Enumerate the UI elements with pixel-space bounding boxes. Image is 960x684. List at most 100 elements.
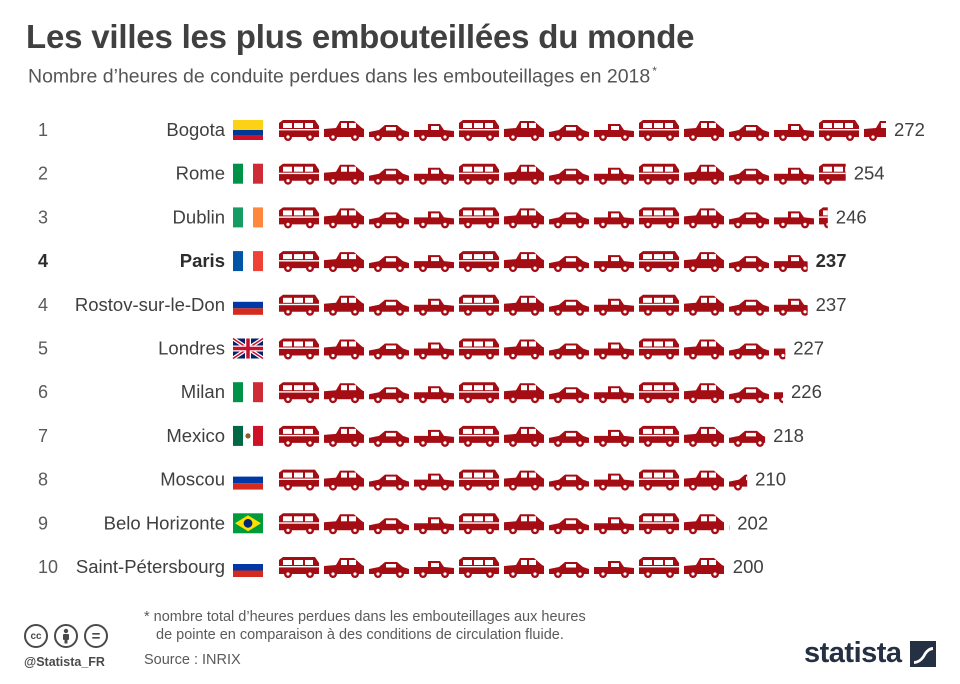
car-icon xyxy=(549,212,589,229)
car-icon xyxy=(549,474,589,491)
car-icon xyxy=(549,168,589,185)
car-icon xyxy=(414,473,454,491)
car-icon xyxy=(637,469,681,491)
attribution-icon[interactable] xyxy=(54,624,78,648)
car-icon xyxy=(504,208,544,229)
subtitle-text: Nombre d’heures de conduite perdues dans… xyxy=(28,65,651,88)
car-icon xyxy=(414,386,454,404)
city-label: Moscou xyxy=(160,469,225,490)
car-icon xyxy=(369,343,409,360)
chart-row: 9 Belo Horizonte 202 xyxy=(38,512,768,535)
car-icon xyxy=(369,430,409,447)
car-icon xyxy=(684,208,724,229)
car-icon xyxy=(637,513,681,535)
car-icon xyxy=(457,425,501,447)
car-icon xyxy=(277,513,321,535)
car-icon xyxy=(414,211,454,229)
value-label: 200 xyxy=(733,556,764,577)
car-icon xyxy=(774,255,808,273)
car-icon xyxy=(277,338,321,360)
flag-icon xyxy=(233,207,263,228)
car-icon xyxy=(414,167,454,185)
car-icon xyxy=(504,252,544,273)
car-icon xyxy=(414,561,454,578)
car-icon xyxy=(594,211,634,229)
car-icon xyxy=(324,121,364,141)
chart-row: 4 Rostov-sur-le-Don 237 xyxy=(38,294,847,316)
car-bar xyxy=(277,294,808,316)
car-icon xyxy=(637,294,681,316)
chart-row: 10 Saint-Pétersbourg 200 xyxy=(38,556,764,578)
flag-icon xyxy=(233,513,263,534)
car-icon xyxy=(504,514,544,535)
car-icon xyxy=(729,256,769,273)
footnote-line-1: * nombre total d’heures perdues dans les… xyxy=(144,609,586,625)
value-label: 237 xyxy=(816,250,847,271)
car-icon xyxy=(457,163,501,185)
car-icon xyxy=(457,382,501,404)
car-icon xyxy=(549,387,589,404)
car-icon xyxy=(684,164,724,185)
twitter-handle[interactable]: @Statista_FR xyxy=(24,655,105,669)
cc-icon[interactable]: cc xyxy=(24,624,48,648)
car-icon xyxy=(549,125,589,141)
chart-rows: 1 Bogota 272 2 Rome 254 3 Dublin 246 4 Paris 237 4 Ro… xyxy=(38,119,925,578)
car-icon xyxy=(684,295,724,316)
statista-logo[interactable]: statista xyxy=(804,637,936,670)
car-icon xyxy=(774,167,814,185)
flag-icon xyxy=(233,469,263,490)
flag-icon xyxy=(233,163,263,184)
rank-label: 6 xyxy=(38,382,48,402)
car-icon xyxy=(504,295,544,316)
car-icon xyxy=(277,120,321,141)
rank-label: 4 xyxy=(38,251,48,271)
car-icon xyxy=(369,125,409,141)
city-label: Belo Horizonte xyxy=(104,512,225,533)
car-icon xyxy=(637,163,681,185)
car-icon xyxy=(277,163,321,185)
car-bar xyxy=(277,120,886,141)
car-bar xyxy=(277,513,730,535)
chart-row: 3 Dublin 246 xyxy=(38,206,867,229)
car-icon xyxy=(594,561,634,578)
flag-icon xyxy=(233,339,263,359)
car-icon xyxy=(549,299,589,316)
car-icon xyxy=(729,343,769,360)
car-icon xyxy=(414,124,454,141)
car-icon xyxy=(774,298,808,316)
car-icon xyxy=(549,562,589,578)
car-icon xyxy=(324,470,364,491)
car-icon xyxy=(369,299,409,316)
car-bar xyxy=(277,382,784,404)
city-label: Rome xyxy=(176,163,225,184)
car-icon xyxy=(277,469,321,491)
car-icon xyxy=(729,212,769,229)
chart-row: 7 Mexico 218 xyxy=(38,425,804,447)
car-icon xyxy=(457,513,501,535)
car-icon xyxy=(414,255,454,273)
car-icon xyxy=(594,298,634,316)
license-icons: cc = xyxy=(24,624,108,648)
car-icon xyxy=(324,164,364,185)
car-icon xyxy=(729,299,769,316)
car-icon xyxy=(277,294,321,316)
car-icon xyxy=(594,517,634,535)
car-icon xyxy=(684,514,724,535)
car-icon xyxy=(684,339,724,360)
car-icon xyxy=(549,343,589,360)
car-icon xyxy=(684,121,724,141)
car-icon xyxy=(324,514,364,535)
car-icon xyxy=(369,518,409,535)
value-label: 218 xyxy=(773,425,804,446)
car-icon xyxy=(504,383,544,404)
car-icon xyxy=(729,168,769,185)
car-icon xyxy=(729,387,769,404)
no-derivatives-icon[interactable]: = xyxy=(84,624,108,648)
car-icon xyxy=(414,342,454,360)
car-icon xyxy=(684,383,724,404)
car-bar xyxy=(277,338,786,360)
flag-icon xyxy=(233,382,263,403)
car-icon xyxy=(324,426,364,447)
car-icon xyxy=(457,338,501,360)
car-icon xyxy=(324,208,364,229)
